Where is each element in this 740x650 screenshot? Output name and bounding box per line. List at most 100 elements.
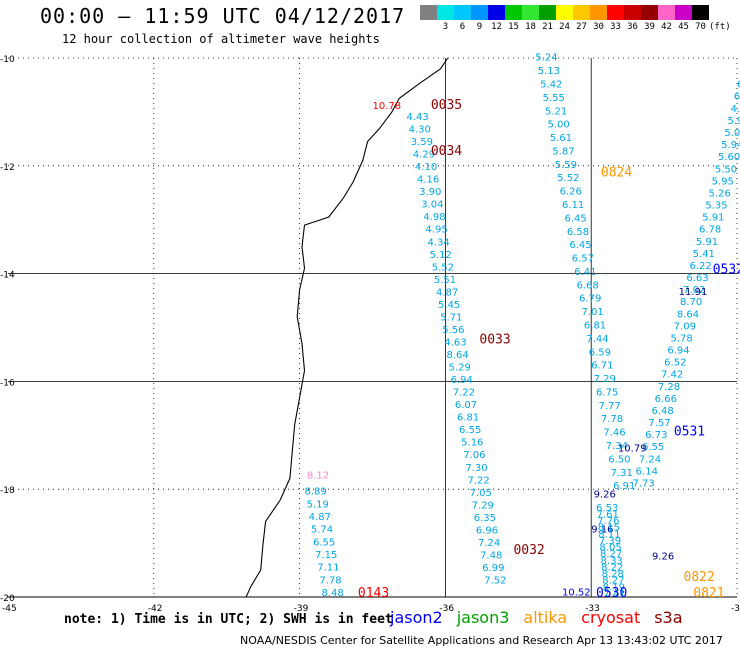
- wave-height-value: 6.68: [577, 280, 599, 291]
- legend-swatch: [471, 5, 488, 20]
- pass-time-label: 0824: [601, 166, 632, 181]
- wave-height-value: 7.01: [581, 307, 603, 318]
- wave-height-value: 10.79: [618, 443, 647, 454]
- wave-height-value: 5.42: [540, 79, 562, 90]
- legend-swatch: [641, 5, 658, 20]
- legend-label: 33: [610, 22, 621, 32]
- legend-swatch: [522, 5, 539, 20]
- legend-label: 3: [442, 22, 449, 32]
- wave-height-value: 5.29: [449, 363, 471, 374]
- legend-unit: (ft): [709, 22, 731, 32]
- legend-swatch: [675, 5, 692, 20]
- wave-height-value: 11.91: [679, 287, 708, 298]
- wave-height-value: 5.50: [715, 164, 737, 175]
- wave-height-value: 4.95: [425, 225, 447, 236]
- wave-height-value: 5.52: [432, 262, 454, 273]
- wave-height-value: 3.04: [421, 200, 443, 211]
- wave-height-value: 7.29: [594, 374, 616, 385]
- wave-height-value: 6.58: [567, 227, 589, 238]
- legend-label: 12: [491, 22, 502, 32]
- note-text: note: 1) Time is in UTC; 2) SWH is in fe…: [64, 612, 393, 627]
- wave-height-value: 7.05: [470, 488, 492, 499]
- wave-height-value: 8.64: [677, 309, 699, 320]
- color-legend: 3 6 9 12 15 18 21 24 27 30 33 36 39 42 45 70 (ft): [420, 5, 731, 32]
- wave-height-value: 7.30: [465, 463, 487, 474]
- legend-label: 27: [576, 22, 587, 32]
- wave-height-value: 5.13: [538, 66, 560, 77]
- lon-label: -39: [294, 604, 309, 614]
- wave-height-value: 4.87: [309, 512, 331, 523]
- wave-height-value: 8.11: [598, 529, 620, 540]
- lat-label: -18: [0, 486, 15, 496]
- wave-height-value: 7.42: [661, 370, 683, 381]
- wave-height-value: 7.78: [601, 414, 623, 425]
- wave-height-value: 5.16: [461, 438, 483, 449]
- legend-label: 24: [559, 22, 570, 32]
- legend-label: 30: [593, 22, 604, 32]
- wave-height-value: 7.06: [463, 450, 485, 461]
- axis-labels: -10 -12 -14 -16 -18 -20-45 -42 -39 -36 -33 -30: [0, 55, 740, 614]
- wave-height-value: 9.16: [591, 524, 613, 535]
- pass-time-label: 0821: [693, 586, 724, 601]
- wave-height-value: 6.45: [564, 213, 586, 224]
- wave-height-value: 4.: [731, 104, 740, 115]
- wave-height-value: 6.52: [664, 358, 686, 369]
- wave-height-value: 6.55: [313, 537, 335, 548]
- wave-height-value: 6.59: [589, 347, 611, 358]
- wave-height-value: 8.22: [601, 562, 623, 573]
- wave-height-value: 5.19: [307, 499, 329, 510]
- wave-height-value: 5.91: [696, 237, 718, 248]
- wave-height-value: 4.87: [436, 287, 458, 298]
- wave-height-value: 6.96: [476, 525, 498, 536]
- wave-height-value: 6.41: [574, 267, 596, 278]
- legend-swatch: [573, 5, 590, 20]
- wave-height-value: 6.: [734, 92, 740, 103]
- wave-height-value: 6.57: [572, 254, 594, 265]
- wave-height-value: 6.91: [613, 481, 635, 492]
- wave-height-value: 8.05: [599, 543, 621, 554]
- wave-height-value: 5.21: [545, 106, 567, 117]
- legend-label: 18: [525, 22, 536, 32]
- wave-height-value: 5.71: [440, 312, 462, 323]
- wave-height-value: 6.71: [591, 361, 613, 372]
- wave-height-value: 5.35: [705, 201, 727, 212]
- wave-height-value: 7.29: [472, 500, 494, 511]
- wave-height-value: 6.94: [451, 375, 473, 386]
- wave-height-value: 5.45: [438, 300, 460, 311]
- wave-height-value: 4.98: [423, 212, 445, 223]
- wave-height-value: 6.48: [652, 406, 674, 417]
- wave-height-value: 6.14: [636, 466, 658, 477]
- lon-label: -33: [585, 604, 600, 614]
- satellite-altika: altika: [523, 608, 568, 627]
- coastline: [245, 57, 449, 598]
- wave-height-value: 7.39: [599, 536, 621, 547]
- wave-height-value: 5.61: [550, 133, 572, 144]
- wave-height-value: 5.74: [311, 525, 333, 536]
- pass-time-label: 0143: [358, 586, 389, 601]
- wave-height-value: 6.35: [474, 513, 496, 524]
- legend-swatch: [488, 5, 505, 20]
- wave-height-value: 5.41: [693, 249, 715, 260]
- wave-height-value: 7.09: [674, 321, 696, 332]
- wave-height-value: 5.95: [712, 176, 734, 187]
- satellite-legend: jason2 jason3 altika cryosat s3a: [390, 608, 697, 627]
- wave-height-value: 7.31: [611, 468, 633, 479]
- wave-height-value: 6.55: [642, 442, 664, 453]
- wave-height-value: 4.43: [407, 112, 429, 123]
- legend-swatch: [692, 5, 709, 20]
- wave-height-value: 6.55: [459, 425, 481, 436]
- satellite-s3a: s3a: [654, 608, 683, 627]
- lat-label: -12: [0, 163, 15, 173]
- wave-height-value: 7.28: [658, 382, 680, 393]
- wave-height-value: 8.48: [321, 588, 343, 599]
- wave-height-value: 6.07: [455, 400, 477, 411]
- pass-time-label: 0531: [674, 424, 705, 439]
- wave-height-value: 7.73: [633, 479, 655, 490]
- legend-swatch: [505, 5, 522, 20]
- lon-label: -42: [148, 604, 163, 614]
- wave-height-value: 8.33: [601, 556, 623, 567]
- grid: [8, 57, 738, 598]
- map-title: 00:00 – 11:59 UTC 04/12/2017: [40, 4, 406, 28]
- wave-height-value: 6.50: [608, 454, 630, 465]
